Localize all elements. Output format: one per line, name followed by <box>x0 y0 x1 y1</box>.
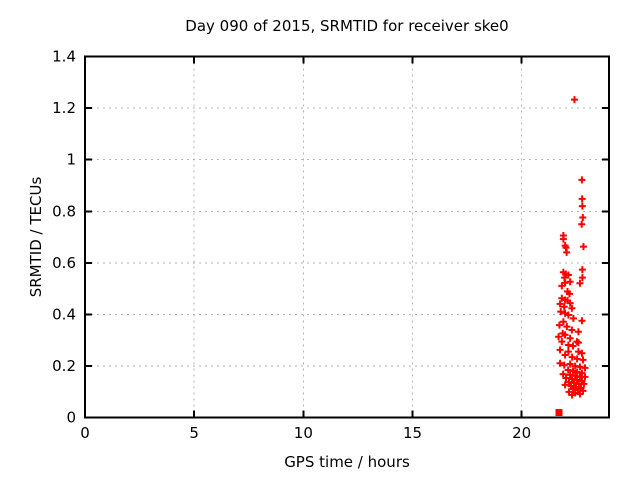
data-point-plus <box>573 368 581 376</box>
data-point-plus <box>564 366 572 374</box>
data-point-plus <box>574 328 582 336</box>
chart-title: Day 090 of 2015, SRMTID for receiver ske… <box>185 17 509 35</box>
y-tick-label: 1.4 <box>52 48 76 66</box>
data-point-plus <box>558 282 566 290</box>
y-tick-label: 0.4 <box>52 306 76 324</box>
data-point-plus <box>556 346 564 354</box>
data-point-plus <box>563 323 571 331</box>
data-point-plus <box>561 331 569 339</box>
data-point-plus <box>578 220 586 228</box>
data-point-plus <box>578 202 586 210</box>
y-axis-label: SRMTID / TECUs <box>27 176 45 298</box>
data-point-plus <box>564 271 572 279</box>
data-point-plus <box>556 300 564 308</box>
x-tick-label: 15 <box>403 424 422 442</box>
y-tick-label: 0.6 <box>52 254 76 272</box>
y-tick-label: 1.2 <box>52 99 76 117</box>
data-point-plus <box>569 367 577 375</box>
y-tick-label: 0.8 <box>52 202 76 220</box>
x-tick-label: 10 <box>294 424 313 442</box>
data-point-plus <box>579 243 587 251</box>
data-point-plus <box>566 278 574 286</box>
x-tick-label: 0 <box>80 424 90 442</box>
data-point-plus <box>564 341 572 349</box>
data-point-plus <box>578 349 586 357</box>
data-point-plus <box>569 385 577 393</box>
data-point-plus <box>578 195 586 203</box>
data-point-plus <box>568 353 576 361</box>
data-point-plus <box>566 299 574 307</box>
data-point-plus <box>571 96 579 104</box>
x-tick-label: 5 <box>189 424 199 442</box>
data-point-plus <box>581 364 589 372</box>
data-point-plus <box>559 318 567 326</box>
data-point-plus <box>561 351 569 359</box>
data-point-plus <box>578 317 586 325</box>
data-point-plus <box>574 339 582 347</box>
data-point-plus <box>560 361 568 369</box>
data-point-plus <box>557 308 565 316</box>
data-point-square <box>555 409 563 417</box>
data-point-plus <box>579 213 587 221</box>
data-point-plus <box>555 321 563 329</box>
data-point-plus <box>569 314 577 322</box>
data-point-plus <box>578 274 586 282</box>
data-point-plus <box>565 290 573 298</box>
data-point-plus <box>561 381 569 389</box>
data-point-plus <box>559 370 567 378</box>
data-point-plus <box>579 356 587 364</box>
x-axis-label: GPS time / hours <box>284 453 410 471</box>
data-point-plus <box>562 374 570 382</box>
data-point-plus <box>573 355 581 363</box>
data-point-plus <box>555 333 563 341</box>
x-tick-label: 20 <box>512 424 531 442</box>
data-point-plus <box>566 360 574 368</box>
plot-border <box>84 55 610 419</box>
data-point-plus <box>559 235 567 243</box>
data-point-plus <box>578 369 586 377</box>
y-tick-label: 0.2 <box>52 357 76 375</box>
data-point-plus <box>569 342 577 350</box>
data-point-plus <box>568 326 576 334</box>
data-point-plus <box>563 248 571 256</box>
data-point-plus <box>560 303 568 311</box>
data-point-plus <box>566 334 574 342</box>
data-point-plus <box>568 391 576 399</box>
data-point-plus <box>556 359 564 367</box>
data-point-plus <box>581 373 589 381</box>
data-point-plus <box>566 371 574 379</box>
data-point-plus <box>564 311 572 319</box>
y-tick-label: 0 <box>66 409 76 427</box>
data-point-plus <box>576 363 584 371</box>
data-point-plus <box>578 176 586 184</box>
data-point-plus <box>580 380 588 388</box>
data-point-plus <box>568 304 576 312</box>
data-point-plus <box>576 279 584 287</box>
data-point-plus <box>578 266 586 274</box>
data-point-plus <box>576 390 584 398</box>
data-point-plus <box>558 338 566 346</box>
y-tick-label: 1 <box>66 151 76 169</box>
